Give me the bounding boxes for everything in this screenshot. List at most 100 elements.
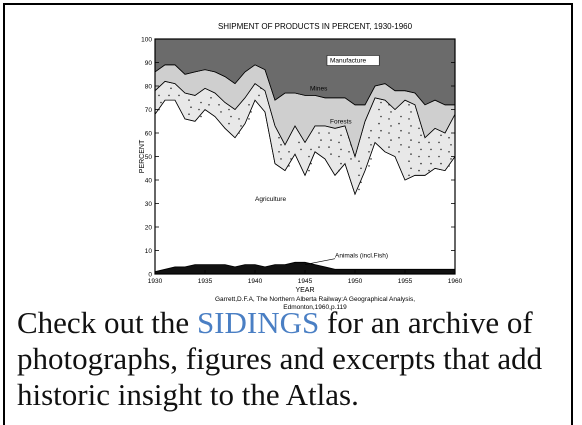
forest-stipple [160,101,162,104]
forest-stipple [218,104,220,106]
forest-stipple [340,148,342,151]
forest-stipple [398,151,400,153]
forest-stipple [400,144,402,146]
forest-stipple [440,148,442,151]
forest-stipple [358,160,360,162]
forest-stipple [438,141,440,144]
forest-stipple [328,132,330,134]
forest-stipple [380,115,382,118]
forest-stipple [190,106,192,108]
forest-stipple [238,118,240,120]
forest-stipple [230,115,232,118]
forest-stipple [210,97,212,99]
forest-stipple [380,129,382,132]
shipment-chart: SHIPMENT OF PRODUCTS IN PERCENT, 1930-19… [139,22,463,311]
y-tick-label: 0 [148,272,152,279]
forest-stipple [278,151,280,153]
forest-stipple [448,151,450,153]
forest-stipple [228,122,230,125]
forest-stipple [258,94,260,97]
forest-stipple [288,151,290,153]
sidings-link[interactable]: SIDINGS [196,305,320,340]
forest-stipple [370,144,372,146]
x-tick-label: 1960 [448,278,463,285]
forest-stipple [310,148,312,151]
forest-stipple [450,144,452,146]
forest-stipple [278,136,280,139]
forest-stipple [378,122,380,125]
forest-stipple [188,113,190,115]
forest-stipple [220,111,222,113]
annotation-label: Agriculture [255,196,286,203]
forest-stipple [200,101,202,104]
forest-stipple [350,158,352,160]
caption-text-after: for an archive of photographs, figures a… [17,305,543,412]
forest-stipple [188,99,190,101]
forest-stipple [398,136,400,139]
forest-stipple [378,108,380,111]
forest-stipple [328,146,330,148]
y-tick-label: 40 [145,178,153,185]
forest-stipple [438,155,440,158]
forest-stipple [200,115,202,118]
forest-stipple [370,158,372,160]
annotation-label: Manufacture [330,58,367,65]
y-tick-label: 20 [145,225,153,232]
forest-stipple [308,155,310,158]
forest-stipple [338,169,340,172]
forest-stipple [338,141,340,144]
y-tick-label: 90 [145,60,153,67]
forest-stipple [400,115,402,118]
y-tick-label: 80 [145,84,153,91]
forest-stipple [198,108,200,111]
forest-stipple [208,104,210,106]
forest-stipple [360,181,362,184]
forest-stipple [168,94,170,97]
forest-stipple [448,165,450,167]
forest-stipple [360,167,362,170]
forest-stipple [300,148,302,151]
forest-stipple [410,153,412,155]
x-axis-label: YEAR [295,287,314,294]
forest-stipple [310,162,312,165]
forest-stipple [428,169,430,172]
forest-stipple [340,162,342,165]
forest-stipple [380,101,382,104]
forest-stipple [280,144,282,146]
forest-stipple [428,155,430,158]
forest-stipple [238,132,240,134]
y-axis-label: PERCENT [139,139,146,173]
x-tick-label: 1955 [398,278,413,285]
forest-stipple [420,134,422,137]
y-axis: 0 10 20 30 40 50 60 70 80 90 100 [141,37,455,279]
forest-stipple [420,148,422,151]
forest-stipple [428,141,430,144]
y-tick-label: 100 [141,37,152,44]
x-tick-label: 1940 [248,278,263,285]
forest-stipple [288,165,290,167]
forest-stipple [378,136,380,139]
forest-stipple [388,146,390,148]
forest-stipple [390,139,392,141]
forest-stipple [320,139,322,141]
annotation-label: Mines [310,86,328,93]
x-axis: 1930 1935 1940 1945 1950 1955 1960 [148,270,463,285]
source-citation: Garrett,D.F.A, The Northern Alberta Rail… [215,296,415,311]
forest-stipple [318,146,320,148]
forest-stipple [418,127,420,130]
forest-stipple [410,139,412,141]
annotation-label: Forests [330,119,352,126]
forest-stipple [250,111,252,113]
forest-stipple [450,158,452,160]
forest-stipple [390,111,392,113]
forest-stipple [358,174,360,177]
y-tick-label: 50 [145,154,153,161]
forest-stipple [418,141,420,144]
x-tick-label: 1930 [148,278,163,285]
forest-stipple [228,108,230,111]
y-tick-label: 10 [145,248,153,255]
forest-stipple [330,153,332,155]
forest-stipple [340,134,342,137]
x-tick-label: 1950 [348,278,363,285]
forest-stipple [368,165,370,167]
